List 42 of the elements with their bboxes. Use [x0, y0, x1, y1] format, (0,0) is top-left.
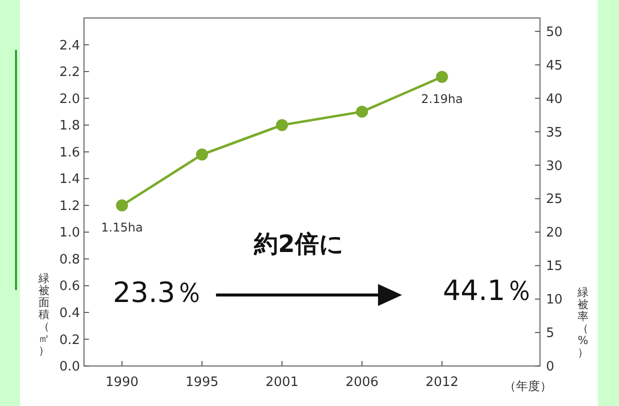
annotation: 1.15ha	[101, 220, 143, 234]
y-tick-label: 2.4	[59, 38, 80, 54]
y-tick-label: 2.0	[59, 92, 80, 107]
y2-tick-label: 5	[546, 326, 554, 342]
y-tick-label: 0.8	[59, 252, 80, 268]
y-tick-label: 1.8	[59, 118, 80, 134]
point	[356, 106, 368, 118]
y2-tick-label: 45	[546, 58, 563, 74]
annotation: 44.1％	[442, 274, 534, 307]
y2-tick-label: 10	[546, 292, 563, 308]
y2-tick-label: 25	[546, 192, 563, 208]
point	[436, 70, 448, 83]
point	[116, 199, 128, 212]
y-tick-label: 0.4	[59, 306, 80, 322]
point	[196, 148, 208, 161]
y-tick-label: 0.6	[59, 279, 80, 294]
y-tick-label: 2.2	[59, 65, 80, 80]
y2-tick-label: 15	[546, 259, 563, 274]
y2-tick-label: 30	[546, 158, 563, 174]
point	[276, 119, 288, 132]
x-tick-label: 1990	[105, 375, 139, 390]
x-tick-label: 2001	[265, 375, 299, 390]
y2-tick-label: 35	[546, 125, 563, 140]
x-tick-label: 2012	[425, 375, 459, 390]
x-tick-label: 2006	[345, 375, 379, 390]
y2-tick-label: 0	[546, 360, 554, 375]
x-axis-title: （年度）	[504, 379, 552, 393]
y-tick-label: 1.6	[59, 145, 80, 160]
y2-tick-label: 20	[546, 226, 563, 241]
x-tick-label: 1995	[185, 375, 219, 390]
annotation: 2.19ha	[421, 92, 463, 106]
y-tick-label: 0.0	[59, 360, 80, 375]
y-tick-label: 1.2	[59, 198, 80, 214]
y2-tick-label: 40	[546, 92, 563, 107]
y-tick-label: 0.2	[59, 332, 80, 348]
annotation: 23.3％	[112, 276, 204, 309]
y-tick-label: 1.4	[59, 172, 80, 188]
y2-tick-label: 50	[546, 24, 563, 40]
y2-axis-title: 緑被率（%）	[576, 286, 588, 359]
annotation: 約2倍に	[253, 230, 344, 258]
y-tick-label: 1.0	[59, 226, 80, 241]
y-axis-title: 緑被面積（㎡）	[38, 272, 50, 357]
